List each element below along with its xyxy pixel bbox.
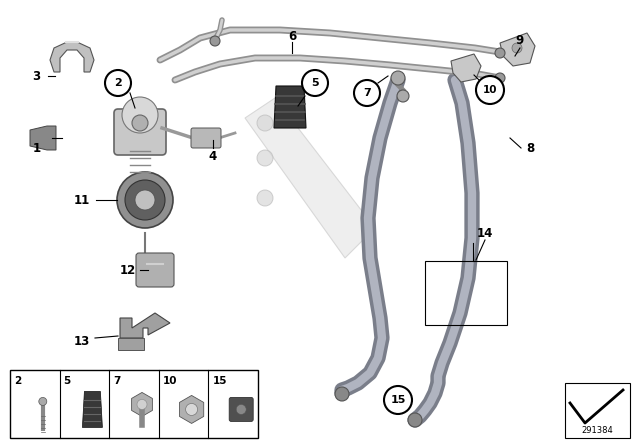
Circle shape (391, 71, 405, 85)
Circle shape (354, 80, 380, 106)
Circle shape (135, 190, 155, 210)
Polygon shape (245, 98, 375, 258)
Text: 9: 9 (516, 34, 524, 47)
Polygon shape (120, 313, 170, 338)
Text: 14: 14 (477, 227, 493, 240)
Text: 2: 2 (114, 78, 122, 88)
Text: 15: 15 (212, 376, 227, 386)
Circle shape (495, 48, 505, 58)
Circle shape (257, 150, 273, 166)
Circle shape (476, 76, 504, 104)
Text: 3: 3 (32, 69, 40, 82)
Circle shape (408, 413, 422, 427)
FancyBboxPatch shape (114, 109, 166, 155)
Text: 11: 11 (74, 194, 90, 207)
Text: 10: 10 (483, 85, 497, 95)
Circle shape (186, 404, 198, 415)
Text: 7: 7 (113, 376, 120, 386)
Text: 5: 5 (311, 78, 319, 88)
Text: 1: 1 (33, 142, 41, 155)
Circle shape (105, 70, 131, 96)
Text: 4: 4 (209, 150, 217, 163)
Circle shape (397, 90, 409, 102)
Text: 10: 10 (163, 376, 177, 386)
Circle shape (39, 397, 47, 405)
Circle shape (117, 172, 173, 228)
Polygon shape (451, 54, 481, 82)
FancyBboxPatch shape (191, 128, 221, 148)
Text: 2: 2 (14, 376, 21, 386)
Circle shape (495, 73, 505, 83)
Text: 5: 5 (63, 376, 71, 386)
Circle shape (122, 97, 158, 133)
Circle shape (335, 387, 349, 401)
Text: 15: 15 (390, 395, 406, 405)
Polygon shape (30, 126, 56, 150)
Polygon shape (179, 396, 204, 423)
Text: 6: 6 (288, 30, 296, 43)
Polygon shape (132, 392, 152, 417)
Circle shape (125, 180, 165, 220)
Polygon shape (500, 33, 535, 66)
Polygon shape (83, 392, 102, 427)
FancyBboxPatch shape (229, 397, 253, 422)
Bar (425, 261, 507, 325)
Text: 291384: 291384 (582, 426, 613, 435)
Text: 8: 8 (526, 142, 534, 155)
Bar (565, 383, 630, 438)
Circle shape (512, 43, 522, 53)
Text: 7: 7 (363, 88, 371, 98)
Text: 12: 12 (120, 263, 136, 276)
Bar (118, 338, 144, 350)
FancyBboxPatch shape (136, 253, 174, 287)
Circle shape (210, 36, 220, 46)
Circle shape (257, 190, 273, 206)
Text: 13: 13 (74, 335, 90, 348)
Circle shape (384, 386, 412, 414)
Circle shape (302, 70, 328, 96)
Circle shape (236, 405, 246, 414)
Circle shape (257, 115, 273, 131)
Polygon shape (274, 86, 306, 128)
Circle shape (137, 400, 147, 409)
Circle shape (132, 115, 148, 131)
Polygon shape (50, 42, 94, 72)
Bar (10, 370, 258, 438)
